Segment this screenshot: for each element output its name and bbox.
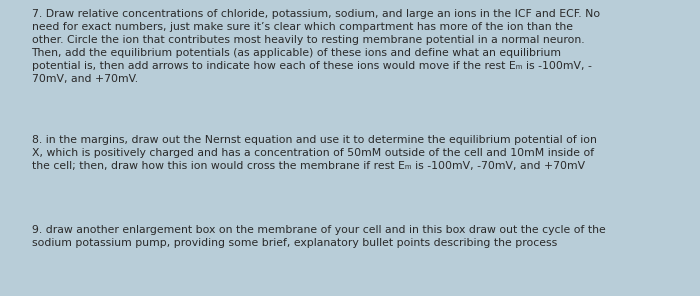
Text: 7. Draw relative concentrations of chloride, potassium, sodium, and large an ion: 7. Draw relative concentrations of chlor… [32, 9, 600, 84]
Text: 9. draw another enlargement box on the membrane of your cell and in this box dra: 9. draw another enlargement box on the m… [32, 225, 606, 248]
Text: 8. in the margins, draw out the Nernst equation and use it to determine the equi: 8. in the margins, draw out the Nernst e… [32, 135, 596, 171]
